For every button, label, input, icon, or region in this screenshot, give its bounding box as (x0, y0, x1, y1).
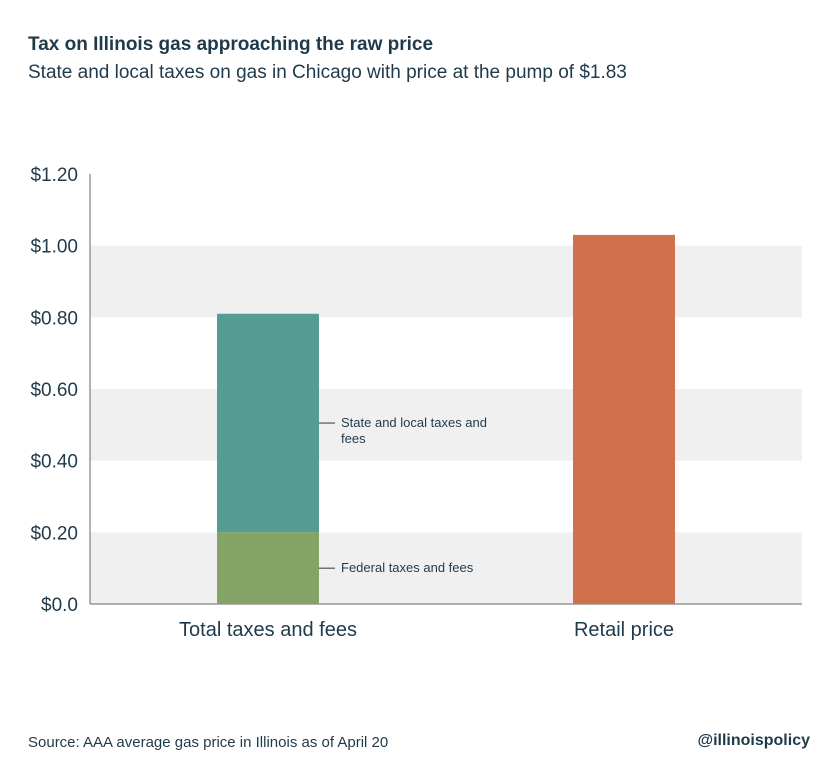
grid-band (90, 245, 802, 318)
bar-segment (573, 234, 675, 604)
bar-segment (217, 532, 319, 604)
y-axis (89, 174, 802, 605)
y-tick-label: $0.20 (30, 523, 78, 544)
source-note: Source: AAA average gas price in Illinoi… (28, 734, 389, 751)
grid-band (90, 532, 802, 604)
y-tick-label: $1.20 (30, 165, 78, 186)
y-tick-label: $0.60 (30, 380, 78, 401)
y-tick-label: $0.40 (30, 452, 78, 473)
bars (217, 234, 675, 604)
y-tick-label: $0.0 (41, 595, 78, 616)
chart-title: Tax on Illinois gas approaching the raw … (28, 34, 434, 55)
grid-band (90, 389, 802, 461)
y-tick-labels: $0.0 $0.20 $0.40 $0.60 $0.80 $1.00 $1.20 (30, 165, 78, 616)
annotation-label: State and local taxes and fees (341, 415, 487, 446)
x-category-label: Retail price (574, 619, 674, 641)
social-handle: @illinoispolicy (697, 732, 810, 749)
annotations: State and local taxes and fees Federal tax… (319, 415, 487, 575)
x-category-label: Total taxes and fees (179, 619, 357, 641)
y-tick-label: $0.80 (30, 308, 78, 329)
annotation-label: Federal taxes and fees (341, 560, 474, 575)
x-category-labels: Total taxes and fees Retail price (179, 619, 674, 641)
y-tick-label: $1.00 (30, 237, 78, 258)
chart-subtitle: State and local taxes on gas in Chicago … (28, 62, 627, 83)
bar-segment (217, 313, 319, 533)
background-bands (90, 245, 802, 604)
